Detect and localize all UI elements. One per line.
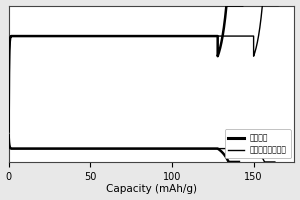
X-axis label: Capacity (mAh/g): Capacity (mAh/g) xyxy=(106,184,197,194)
Legend: 原始样品, 本发明方法改性后: 原始样品, 本发明方法改性后 xyxy=(225,129,291,158)
